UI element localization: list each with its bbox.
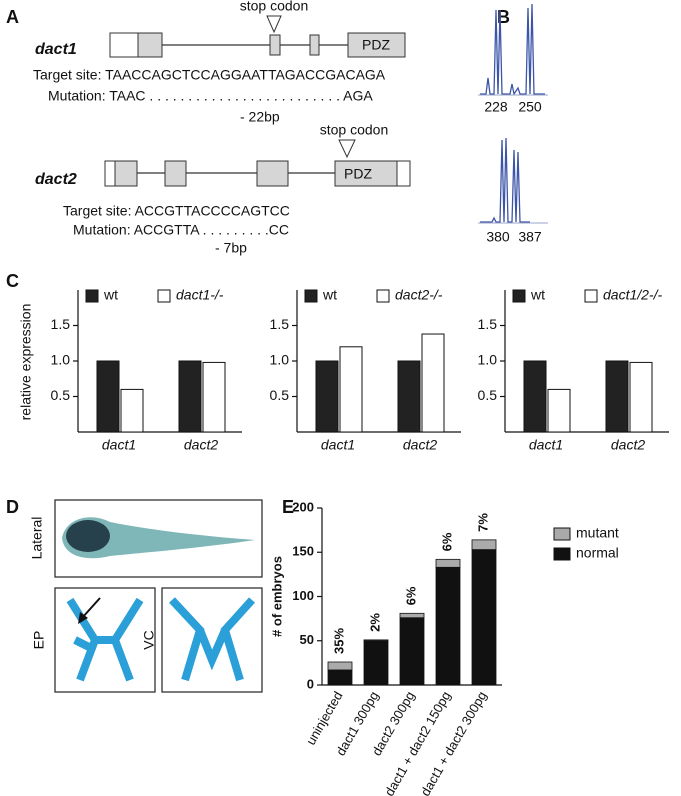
panel-letter: B: [497, 7, 510, 27]
bar-segment: [471, 549, 497, 686]
bar: [120, 388, 144, 433]
domain-label: PDZ: [344, 166, 372, 182]
gene-name: dact1: [35, 41, 77, 58]
legend-label: dact1-/-: [176, 287, 224, 303]
peak-label: 387: [518, 229, 542, 245]
x-tick-label: dact1 + dact2 150pg: [381, 689, 453, 796]
bar-segment: [471, 539, 497, 550]
legend-swatch: [553, 547, 571, 561]
bar-annotation: 6%: [439, 532, 454, 551]
gene-diagram: [104, 139, 411, 187]
bar-annotation: 6%: [403, 586, 418, 605]
x-tick-label: dact1 + dact2 300pg: [417, 689, 489, 796]
bar-segment: [435, 558, 461, 568]
bar-annotation: 2%: [367, 613, 382, 632]
legend-swatch: [584, 289, 598, 303]
y-tick-label: 0.5: [51, 387, 71, 403]
bar: [605, 360, 629, 433]
panel-letter: C: [6, 271, 19, 291]
x-tick-label: dact1: [102, 437, 136, 453]
gene-name: dact2: [35, 171, 77, 188]
bar-segment: [399, 612, 425, 619]
bar: [96, 360, 120, 433]
annotation: - 22bp: [240, 109, 280, 125]
legend-label: wt: [530, 287, 545, 303]
bar: [629, 361, 653, 433]
image: [54, 499, 263, 693]
peak-label: 250: [518, 99, 542, 115]
legend-label: wt: [322, 287, 337, 303]
peak-label: 228: [484, 99, 508, 115]
bar: [202, 361, 226, 433]
bar: [339, 346, 363, 433]
legend-label: mutant: [576, 525, 619, 541]
bar: [547, 388, 571, 433]
y-tick-label: 1.5: [270, 316, 290, 332]
y-tick-label: 1.0: [270, 352, 290, 368]
y-tick-label: 100: [292, 588, 314, 603]
bar: [178, 360, 202, 433]
axis-title: # of embryos: [269, 556, 284, 637]
legend-swatch: [304, 289, 318, 303]
sequence: Mutation: TAAC . . . . . . . . . . . . .…: [48, 88, 373, 104]
annotation: stop codon: [240, 0, 309, 14]
legend-swatch: [553, 527, 571, 541]
legend-label: wt: [103, 287, 118, 303]
sequence: Mutation: ACCGTTA . . . . . . . . .CC: [73, 222, 289, 238]
x-tick-label: dact2: [403, 437, 437, 453]
x-tick-label: dact2: [611, 437, 645, 453]
bar-segment: [363, 639, 389, 642]
x-tick-label: dact2: [184, 437, 218, 453]
y-tick-label: 50: [300, 632, 314, 647]
bar-segment: [327, 661, 353, 671]
legend-label: dact2-/-: [395, 287, 443, 303]
legend-swatch: [85, 289, 99, 303]
x-tick-label: dact1: [321, 437, 355, 453]
y-tick-label: 1.0: [478, 352, 498, 368]
bar-segment: [435, 566, 461, 686]
panel-letter: D: [6, 497, 19, 517]
legend-swatch: [157, 289, 171, 303]
bar: [397, 360, 421, 433]
chromatogram: [480, 3, 545, 223]
domain-label: PDZ: [362, 37, 390, 53]
bar-annotation: 7%: [475, 513, 490, 532]
view-label: EP: [31, 631, 47, 650]
y-tick-label: 1.5: [51, 316, 71, 332]
y-tick-label: 0.5: [270, 387, 290, 403]
bar-annotation: 35%: [331, 628, 346, 654]
y-tick-label: 1.0: [51, 352, 71, 368]
panel-letter: A: [6, 7, 19, 27]
bar-segment: [399, 617, 425, 686]
annotation: - 7bp: [215, 240, 247, 256]
axis-title: relative expression: [18, 304, 34, 421]
legend-swatch: [512, 289, 526, 303]
y-tick-label: 0.5: [478, 387, 498, 403]
bar: [421, 333, 445, 433]
annotation: stop codon: [320, 122, 389, 138]
sequence: Target site: ACCGTTACCCCAGTCC: [63, 203, 290, 219]
bar-segment: [327, 669, 353, 686]
sequence: Target site: TAACCAGCTCCAGGAATTAGACCGACA…: [33, 67, 386, 83]
y-tick-label: 1.5: [478, 316, 498, 332]
legend-label: dact1/2-/-: [603, 287, 662, 303]
bar-segment: [363, 640, 389, 686]
gene-diagram: [109, 15, 406, 58]
panel-letter: E: [282, 497, 294, 517]
bar: [315, 360, 339, 433]
x-tick-label: dact1: [529, 437, 563, 453]
legend-label: normal: [576, 545, 619, 561]
bar: [523, 360, 547, 433]
legend-swatch: [376, 289, 390, 303]
view-label: VC: [141, 630, 157, 649]
view-label: Lateral: [29, 517, 45, 560]
y-tick-label: 200: [292, 499, 314, 514]
y-tick-label: 150: [292, 544, 314, 559]
y-tick-label: 0: [307, 676, 314, 691]
peak-label: 380: [486, 229, 510, 245]
